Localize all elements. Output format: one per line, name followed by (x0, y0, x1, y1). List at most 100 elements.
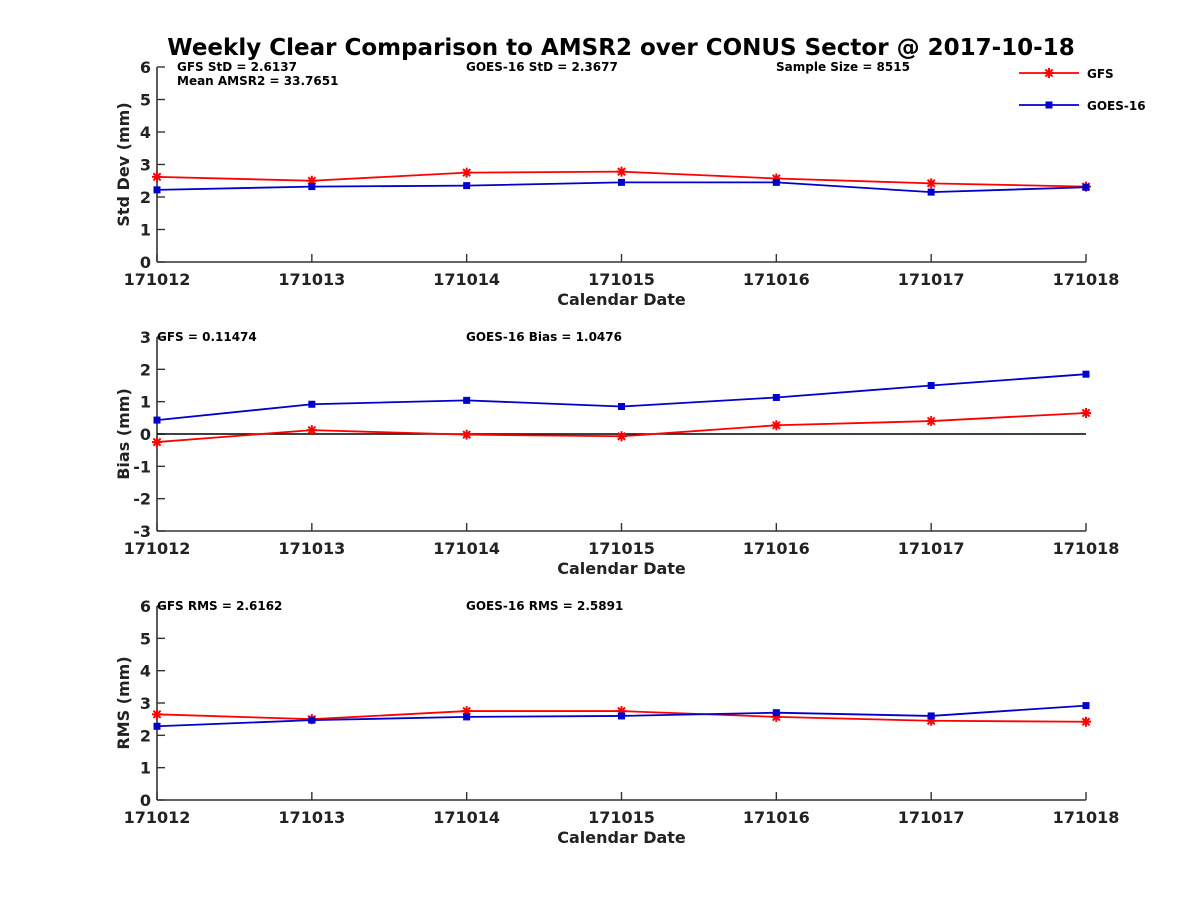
legend-label: GOES-16 (1087, 99, 1146, 113)
goes16-point (308, 717, 315, 724)
goes16-point (154, 417, 161, 424)
stat-annotation: GFS = 0.11474 (157, 330, 257, 344)
stat-annotation: GFS StD = 2.6137 (177, 60, 297, 74)
y-tick-label: 4 (140, 662, 151, 681)
x-axis-label: Calendar Date (557, 828, 686, 847)
y-axis-label: RMS (mm) (114, 656, 133, 749)
y-tick-label: 5 (140, 629, 151, 648)
x-tick-label: 171018 (1053, 539, 1120, 558)
x-tick-label: 171016 (743, 270, 810, 289)
y-tick-label: -2 (133, 490, 151, 509)
goes16-point (618, 403, 625, 410)
gfs-point (926, 416, 936, 426)
gfs-point (1081, 408, 1091, 418)
panels: 0 1 2 3 4 5 6 171012 171013 171014 171015 171016 171… (114, 58, 1119, 847)
legend-item-gfs: GFS (1019, 67, 1114, 81)
y-tick-label: 2 (140, 188, 151, 207)
y-tick-label: 2 (140, 360, 151, 379)
x-tick-label: 171015 (588, 270, 655, 289)
legend-asterisk-marker (1044, 68, 1054, 78)
panel-bias: -3 -2 -1 0 1 2 3 171012 171013 171014 171015 171016… (114, 328, 1119, 578)
gfs-point (617, 431, 627, 441)
goes16-point (1083, 371, 1090, 378)
gfs-point (152, 437, 162, 447)
x-tick-label: 171013 (278, 808, 345, 827)
y-tick-label: 1 (140, 759, 151, 778)
y-tick-label: -1 (133, 457, 151, 476)
x-tick-label: 171015 (588, 539, 655, 558)
y-tick-label: 4 (140, 123, 151, 142)
panel-stddev: 0 1 2 3 4 5 6 171012 171013 171014 171015 171016 171… (114, 58, 1119, 309)
gfs-point (152, 709, 162, 719)
goes16-point (154, 186, 161, 193)
x-tick-label: 171012 (124, 808, 191, 827)
y-tick-label: 5 (140, 91, 151, 110)
goes16-point (928, 712, 935, 719)
x-tick-label: 171018 (1053, 808, 1120, 827)
goes16-point (1083, 184, 1090, 191)
x-axis-label: Calendar Date (557, 559, 686, 578)
goes16-point (928, 382, 935, 389)
x-tick-label: 171014 (433, 270, 500, 289)
x-tick-label: 171013 (278, 539, 345, 558)
goes16-point (463, 397, 470, 404)
series-line-goes-16 (157, 374, 1086, 420)
y-tick-label: 0 (140, 425, 151, 444)
y-tick-label: 3 (140, 328, 151, 347)
goes16-point (308, 183, 315, 190)
y-tick-label: 3 (140, 156, 151, 175)
stat-annotation: GOES-16 RMS = 2.5891 (466, 599, 623, 613)
y-tick-label: 6 (140, 597, 151, 616)
legend-label: GFS (1087, 67, 1114, 81)
gfs-point (462, 168, 472, 178)
y-tick-label: 2 (140, 726, 151, 745)
x-tick-label: 171012 (124, 539, 191, 558)
gfs-point (926, 178, 936, 188)
goes16-point (154, 723, 161, 730)
gfs-point (771, 420, 781, 430)
x-tick-label: 171016 (743, 539, 810, 558)
x-tick-label: 171017 (898, 808, 965, 827)
x-tick-label: 171014 (433, 808, 500, 827)
x-tick-label: 171018 (1053, 270, 1120, 289)
y-axis-label: Bias (mm) (114, 388, 133, 480)
goes16-point (618, 179, 625, 186)
goes16-point (773, 394, 780, 401)
goes16-point (463, 713, 470, 720)
goes16-point (928, 189, 935, 196)
x-tick-label: 171014 (433, 539, 500, 558)
y-tick-label: 3 (140, 694, 151, 713)
x-axis-label: Calendar Date (557, 290, 686, 309)
legend: GFS GOES-16 (1019, 67, 1146, 113)
panel-rms: 0 1 2 3 4 5 6 171012 171013 171014 171015 171016 171… (114, 597, 1119, 847)
goes16-point (308, 401, 315, 408)
stat-annotation: Sample Size = 8515 (776, 60, 910, 74)
gfs-point (1081, 717, 1091, 727)
x-tick-label: 171012 (124, 270, 191, 289)
goes16-point (1083, 702, 1090, 709)
gfs-point (462, 430, 472, 440)
gfs-point (152, 172, 162, 182)
goes16-point (773, 709, 780, 716)
gfs-point (617, 167, 627, 177)
x-tick-label: 171017 (898, 270, 965, 289)
x-tick-label: 171017 (898, 539, 965, 558)
legend-item-goes-16: GOES-16 (1019, 99, 1146, 113)
goes16-point (463, 182, 470, 189)
stat-annotation: GFS RMS = 2.6162 (157, 599, 282, 613)
y-tick-label: 1 (140, 221, 151, 240)
y-tick-label: 1 (140, 393, 151, 412)
chart-title: Weekly Clear Comparison to AMSR2 over CO… (167, 35, 1074, 61)
stat-annotation: GOES-16 StD = 2.3677 (466, 60, 618, 74)
x-tick-label: 171015 (588, 808, 655, 827)
gfs-point (307, 425, 317, 435)
y-axis-label: Std Dev (mm) (114, 102, 133, 226)
y-tick-label: 6 (140, 58, 151, 77)
goes16-point (618, 712, 625, 719)
legend-square-marker (1046, 102, 1053, 109)
x-tick-label: 171016 (743, 808, 810, 827)
x-tick-label: 171013 (278, 270, 345, 289)
figure: Weekly Clear Comparison to AMSR2 over CO… (0, 0, 1200, 900)
stat-annotation: Mean AMSR2 = 33.7651 (177, 74, 338, 88)
goes16-point (773, 179, 780, 186)
